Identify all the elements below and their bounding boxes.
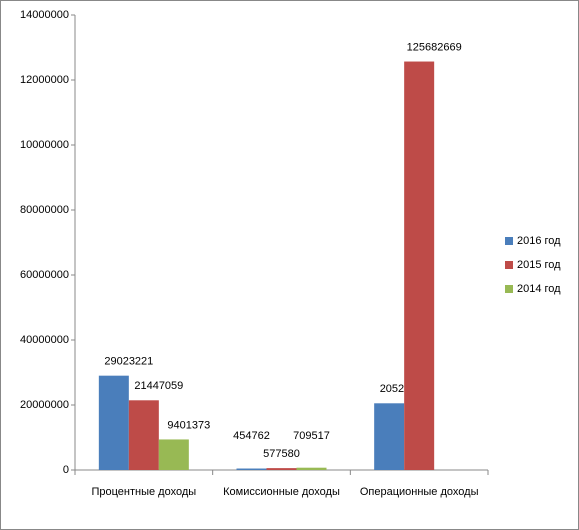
legend-label: 2015 год xyxy=(517,259,561,271)
y-tick-label: 80000000 xyxy=(20,204,69,216)
data-label: 709517 xyxy=(293,430,330,442)
bar xyxy=(158,439,189,470)
bar xyxy=(266,468,297,470)
legend-label: 2016 год xyxy=(517,235,561,247)
x-tick-label: Процентные доходы xyxy=(91,486,196,498)
legend-swatch xyxy=(505,237,513,245)
bar xyxy=(128,400,159,470)
y-tick-label: 14000000 xyxy=(20,9,69,21)
bar xyxy=(404,61,435,471)
y-tick-label: 0 xyxy=(63,464,69,476)
y-tick-label: 20000000 xyxy=(20,399,69,411)
y-tick-label: 10000000 xyxy=(20,139,69,151)
data-label: 29023221 xyxy=(104,356,153,368)
bar xyxy=(98,375,129,470)
legend-label: 2014 год xyxy=(517,283,561,295)
x-tick-label: Комиссионные доходы xyxy=(223,486,340,498)
data-label: 577580 xyxy=(263,448,300,460)
legend-swatch xyxy=(505,285,513,293)
data-label: 9401373 xyxy=(167,419,210,431)
legend-swatch xyxy=(505,261,513,269)
y-tick-label: 12000000 xyxy=(20,74,69,86)
data-label: 454762 xyxy=(233,430,270,442)
y-tick-label: 60000000 xyxy=(20,269,69,281)
y-tick-label: 40000000 xyxy=(20,334,69,346)
bar xyxy=(296,467,327,470)
x-tick-label: Операционные доходы xyxy=(360,486,479,498)
bar xyxy=(236,468,267,470)
data-label: 21447059 xyxy=(134,380,183,392)
data-label: 125682669 xyxy=(407,41,462,53)
bar xyxy=(374,403,405,470)
